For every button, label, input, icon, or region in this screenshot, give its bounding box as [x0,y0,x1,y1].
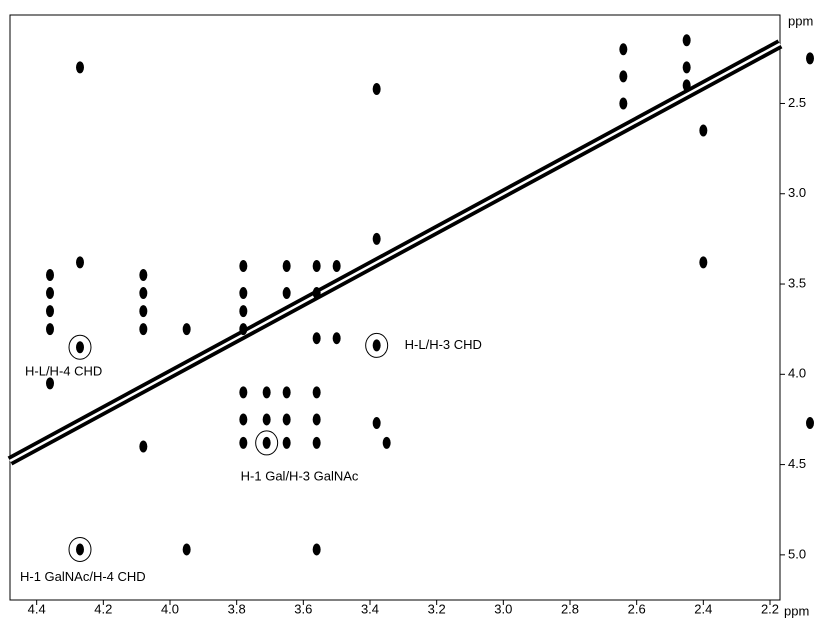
cross-peak [239,287,248,300]
cross-peak [76,61,84,74]
cross-peak [682,61,691,74]
annotation-text: H-L/H-3 CHD [405,337,482,352]
cross-peak [282,436,291,449]
cross-peak [282,259,291,272]
x-tick-label: 4.2 [94,601,112,616]
cross-peak [46,377,54,390]
cross-peak [312,436,321,449]
x-tick-label: 3.2 [428,601,446,616]
cross-peak [139,287,148,300]
cross-peak [139,269,148,281]
x-tick-label: 3.8 [228,601,246,616]
x-tick-label: 4.4 [28,601,46,616]
cross-peak [312,413,321,426]
cross-peak [46,287,54,300]
y-tick-label: 3.0 [788,185,806,200]
cross-peak [806,52,814,65]
cross-peak [619,97,628,110]
cross-peak [76,256,84,269]
cross-peak [182,323,191,336]
y-tick-label: 3.5 [788,275,806,290]
cross-peak [139,440,148,453]
cross-peak [262,413,271,426]
cross-peak [262,386,271,399]
y-tick-label: 5.0 [788,546,806,561]
x-tick-label: 4.0 [161,601,179,616]
y-axis-label: ppm [788,13,813,28]
cross-peak [312,386,321,399]
cross-peak [682,79,691,92]
cross-peak [282,287,291,300]
cross-peak [372,417,381,430]
x-tick-label: 2.2 [761,601,779,616]
x-tick-label: 3.0 [494,601,512,616]
cross-peak [46,269,54,281]
cross-peak [312,332,321,345]
cross-peak [139,305,148,318]
annotation-circle [68,536,92,562]
cross-peak [182,543,191,556]
annotation-peak [372,339,381,352]
cross-peak [239,305,248,318]
plot-frame [9,14,781,601]
y-tick-label: 2.5 [788,95,806,110]
cross-peak [46,305,54,318]
cross-peak [372,232,381,245]
cross-peak [312,287,321,300]
x-tick-label: 2.8 [561,601,579,616]
cross-peak [239,413,248,426]
cross-peak [282,413,291,426]
annotation-peak [76,543,84,556]
cross-peak [239,436,248,449]
cross-peak [806,417,814,430]
annotation-circle [255,430,279,456]
x-tick-label: 2.4 [694,601,712,616]
annotation-peak [76,341,84,354]
cross-peak [312,543,321,556]
annotation-text: H-1 GalNAc/H-4 CHD [20,569,146,584]
annotation-text: H-L/H-4 CHD [25,364,102,379]
cross-peak [699,124,708,137]
x-tick-label: 3.6 [294,601,312,616]
cross-peak [332,259,341,272]
cross-peak [239,323,248,336]
y-tick-label: 4.5 [788,456,806,471]
x-tick-label: 3.4 [361,601,379,616]
cross-peak [699,256,708,269]
x-axis-label: ppm [784,603,809,618]
cross-peak [139,323,148,336]
cross-peak [619,43,628,56]
annotation-circle [365,332,389,358]
x-tick-label: 2.6 [628,601,646,616]
cross-peak [312,259,321,272]
cross-peak [239,259,248,272]
diagonal-inner [9,42,781,463]
cross-peak [282,386,291,399]
cross-peak [619,70,628,83]
annotation-circle [68,334,92,360]
cross-peak [332,332,341,345]
annotation-peak [262,436,271,449]
y-tick-label: 4.0 [788,366,806,381]
cross-peak [46,323,54,336]
cross-peak [682,34,691,47]
cross-peak [239,386,248,399]
annotation-text: H-1 Gal/H-3 GalNAc [241,468,359,483]
cross-peak [382,436,391,449]
cross-peak [372,83,381,96]
